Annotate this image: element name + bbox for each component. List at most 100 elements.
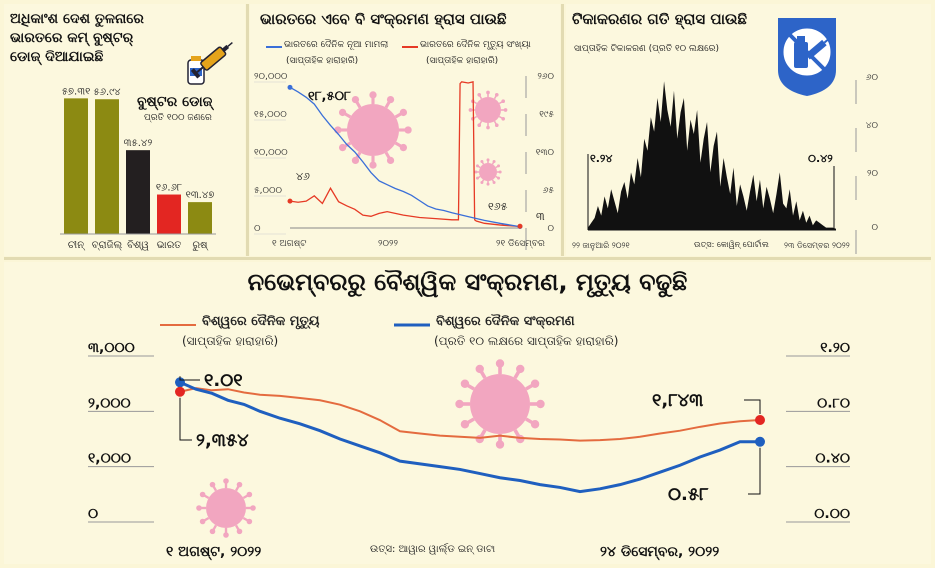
world-source: ଉତ୍ସ: ଆୱାର ୱାର୍ଲ୍ଡ ଇନ୍ ଡାଟା (370, 544, 496, 555)
vaccination-area-chart: ୬୦ ୪୦ ୨୦ ୦ ୧.୨୪ ୦.୪୨ ୨୨ ଜାନୁଆରି ୨୦୨୧ ୨୩ ଡିସେମ୍ବ… (572, 73, 879, 254)
bar-value-label: ୫୬.୯୪ (93, 87, 121, 98)
bar-category-label: ବିଶ୍ୱ (127, 240, 149, 251)
x-label-start: ୨୨ ଜାନୁଆରି ୨୦୨୧ (572, 241, 630, 250)
vaccination-subtitle: ସାପ୍ତାହିକ ଟିକାକରଣ (ପ୍ରତି ୧୦ ଲକ୍ଷରେ) (574, 44, 719, 54)
bar-category-label: ବ୍ରାଜିଲ୍ (92, 240, 123, 251)
world-deaths-line (179, 387, 761, 442)
bar (126, 150, 150, 234)
start-point-deaths (175, 386, 185, 397)
india-cases-panel: ଭାରତରେ ଏବେ ବି ସଂକ୍ରମଣ ହ୍ରାସ ପାଉଛି ଭାରତରେ… (250, 4, 560, 256)
right-tick-label: ୨୦ (867, 169, 878, 179)
start-point-cases (287, 84, 293, 90)
booster-subtitle-unit: ପ୍ରତି ୧୦୦ ଜଣରେ (144, 113, 212, 123)
bar (188, 202, 212, 234)
bar (157, 194, 181, 234)
left-tick-label: ୦ (254, 224, 261, 234)
legend-cases-label: ଭାରତରେ ଦୈନିକ ନୂଆ ମାମଲା (284, 40, 389, 50)
annotation-cases-start: ୧୮,୫୦୮ (308, 89, 351, 104)
annotation-cases-end: ୧୬୫ (488, 200, 508, 213)
legend-deaths-sub: (ସାପ୍ତାହିକ ହାରାହାରି) (426, 56, 499, 66)
booster-panel-title: ଅଧିକାଂଶ ଦେଶ ତୁଳନାରେ ଭାରତରେ କମ୍ ବୁଷ୍ଟର୍ ଡ… (10, 11, 144, 65)
annotation-deaths-end: ୧,୮୪୩ (652, 390, 703, 411)
annotation-leader (179, 397, 192, 441)
vaccination-panel: ଟିକାକରଣର ଗତି ହ୍ରାସ ପାଉଛି ସାପ୍ତାହିକ ଟିକାକ… (566, 4, 931, 256)
left-tick-label: ୨୦,୦୦୦ (254, 72, 288, 82)
virus-icon (474, 158, 502, 186)
bar-value-label: ୧୬.୬୮ (156, 183, 182, 194)
end-point-deaths (755, 415, 765, 426)
annotation-leader (748, 447, 761, 495)
left-tick-label: ୧୫,୦୦୦ (254, 110, 287, 120)
right-tick-label: ୬୫ (543, 186, 555, 196)
booster-bar-chart: ୫୭.୩୧ ଚୀନ୍ ୫୬.୯୪ ବ୍ରାଜିଲ୍ ୩୫.୪୨ ବିଶ୍ୱ ୧୬.୬୮ ଭାର… (60, 86, 216, 251)
vaccination-area (588, 81, 836, 230)
left-tick-label: ୫,୦୦୦ (254, 186, 283, 196)
booster-subtitle: ବୁଷ୍ଟର ଡୋଜ୍ (137, 94, 213, 110)
no-vaccine-icon (778, 18, 836, 96)
bar-category-label: ଚୀନ୍ (68, 240, 86, 251)
india-cases-chart: ୨୦,୦୦୦ ୧୫,୦୦୦ ୧୦,୦୦୦ ୫,୦୦୦ ୦ ୨୬୦ ୧୯୫ ୧୩୦ ୬୫ ୦ ୧୮,୫… (254, 72, 555, 250)
x-label-start: ୧ ଅଗଷ୍ଟ, ୨୦୨୨ (166, 544, 261, 561)
bar-category-label: ରୁଷ୍ (192, 240, 208, 251)
right-tick-label: ୦.୪୦ (815, 451, 850, 467)
legend-deaths-label: ଭାରତରେ ଦୈନିକ ମୃତ୍ୟୁ ସଂଖ୍ୟା (420, 40, 531, 50)
virus-icon (196, 478, 256, 538)
bar (64, 98, 88, 234)
legend-world-deaths-swatch (160, 324, 196, 326)
x-label-end: ୨୧ ଡିସେମ୍ବର (496, 238, 545, 249)
world-cases-line (179, 380, 760, 494)
right-tick-label: ୧୯୫ (539, 110, 554, 120)
left-tick-label: ୦ (88, 506, 98, 522)
legend-world-cases-sub: (ପ୍ରତି ୧୦ ଲକ୍ଷରେ ସାପ୍ତାହିକ ହାରାହାରି) (434, 334, 619, 348)
right-tick-label: ୦.୦୦ (814, 506, 850, 522)
x-label-end: ୨୪ ଡିସେମ୍ବର, ୨୦୨୨ (600, 544, 719, 561)
annotation-leader (179, 376, 200, 381)
legend-cases-sub: (ସାପ୍ତାହିକ ହାରାହାରି) (286, 56, 359, 66)
annotation-start: ୧.୨୪ (590, 152, 612, 165)
x-label-end: ୨୩ ଡିସେମ୍ବର ୨୦୨୨ (784, 241, 850, 250)
right-tick-label: ୬୦ (866, 73, 879, 83)
bar-category-label: ଭାରତ (157, 240, 182, 251)
booster-panel: ଅଧିକାଂଶ ଦେଶ ତୁଳନାରେ ଭାରତରେ କମ୍ ବୁଷ୍ଟର୍ ଡ… (4, 4, 245, 256)
annotation-cases-start: ୧.୦୧ (204, 370, 243, 391)
right-tick-label: ୨୬୦ (537, 72, 554, 82)
world-line-chart: ୩,୦୦୦ ୨,୦୦୦ ୧,୦୦୦ ୦ ୧.୨୦ ୦.୮୦ ୦.୪୦ ୦.୦୦ ୧.୦୧ ୨,୩୫… (88, 340, 850, 561)
right-tick-label: ୪୦ (866, 121, 879, 131)
annotation-deaths-start: ୨,୩୫୪ (196, 430, 249, 451)
annotation-end: ୦.୪୨ (808, 152, 833, 165)
virus-icon (334, 91, 412, 169)
india-cases-title: ଭାରତରେ ଏବେ ବି ସଂକ୍ରମଣ ହ୍ରାସ ପାଉଛି (260, 10, 507, 28)
vaccination-source: ଉତ୍ସ: କୋୱିନ୍ ପୋର୍ଟାଲ (694, 240, 769, 249)
right-tick-label: ୧୩୦ (536, 148, 555, 158)
virus-icon (468, 90, 508, 130)
end-point-cases (755, 436, 765, 447)
legend-world-cases-label: ବିଶ୍ୱରେ ଦୈନିକ ସଂକ୍ରମଣ (436, 314, 575, 329)
end-point-deaths (517, 223, 523, 229)
legend-world-deaths-sub: (ସାପ୍ତାହିକ ହାରାହାରି) (182, 334, 279, 348)
annotation-leader (744, 399, 761, 415)
right-tick-label: ୧.୨୦ (820, 340, 850, 356)
left-tick-label: ୧୦,୦୦୦ (254, 148, 288, 158)
india-cases-line (289, 86, 521, 228)
legend-deaths-swatch (402, 46, 418, 48)
left-tick-label: ୩,୦୦୦ (88, 340, 135, 356)
annotation-deaths-start: ୪୬ (296, 170, 310, 183)
vaccination-title: ଟିକାକରଣର ଗତି ହ୍ରାସ ପାଉଛି (572, 10, 748, 28)
right-tick-label: ୦ (547, 224, 554, 234)
annotation-cases-end: ୦.୫୮ (668, 484, 709, 505)
x-label-start: ୧ ଅଗଷ୍ଟ (272, 239, 306, 249)
booster-syringe-icon (187, 41, 233, 85)
right-tick-label: ୦.୮୦ (817, 395, 850, 411)
legend-world-cases-swatch (394, 323, 430, 327)
bar (95, 99, 119, 234)
legend-world-deaths-label: ବିଶ୍ୱରେ ଦୈନିକ ମୃତ୍ୟୁ (202, 314, 320, 329)
annotation-deaths-end: ୩ (536, 210, 545, 223)
india-deaths-line (289, 81, 520, 227)
bar-value-label: ୫୭.୩୧ (62, 86, 91, 97)
right-tick-label: ୦ (871, 223, 878, 233)
bar-value-label: ୧୩.୪୭ (186, 190, 215, 201)
world-title: ନଭେମ୍ବରରୁ ବୈଶ୍ୱିକ ସଂକ୍ରମଣ, ମୃତ୍ୟୁ ବଢୁଛି (247, 268, 688, 296)
start-point-deaths (287, 198, 293, 204)
legend-cases-swatch (266, 46, 282, 48)
left-tick-label: ୨,୦୦୦ (88, 395, 131, 411)
